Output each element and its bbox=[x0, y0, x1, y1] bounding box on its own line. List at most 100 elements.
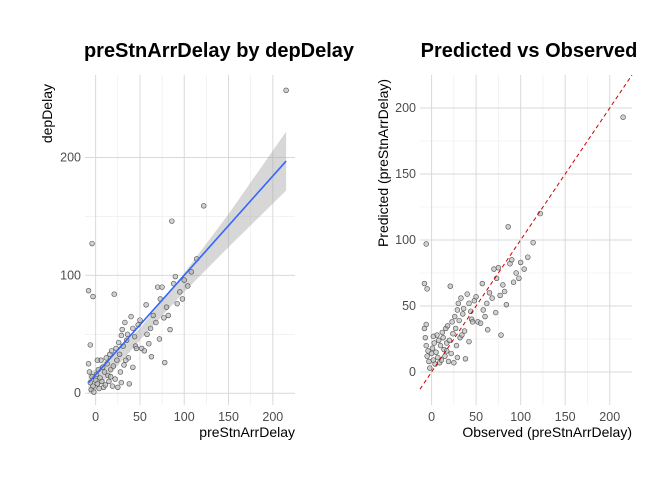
data-point bbox=[90, 293, 96, 300]
data-point bbox=[459, 332, 465, 338]
data-point bbox=[493, 309, 499, 316]
data-point bbox=[430, 333, 437, 340]
data-point bbox=[128, 313, 134, 320]
data-point bbox=[101, 369, 108, 375]
data-point bbox=[439, 329, 445, 336]
left-x-tick-label: 50 bbox=[133, 410, 147, 424]
data-point bbox=[102, 382, 109, 388]
data-point bbox=[497, 292, 503, 299]
data-point bbox=[91, 389, 97, 395]
data-point bbox=[480, 307, 486, 313]
data-point bbox=[115, 384, 121, 391]
data-point bbox=[108, 348, 115, 354]
data-point bbox=[121, 362, 127, 368]
data-point bbox=[462, 356, 469, 362]
data-point bbox=[137, 317, 143, 323]
data-point bbox=[106, 378, 112, 385]
data-point bbox=[86, 369, 93, 375]
right-x-tick-label: 0 bbox=[428, 410, 435, 424]
data-point bbox=[146, 341, 152, 347]
right-reference-line-group bbox=[419, 74, 633, 390]
data-point bbox=[107, 374, 114, 380]
data-point bbox=[484, 327, 491, 333]
data-point bbox=[433, 349, 439, 355]
data-point bbox=[530, 239, 536, 246]
data-point bbox=[456, 317, 462, 324]
left-chart-title: preStnArrDelay by depDelay bbox=[84, 40, 355, 62]
data-point bbox=[510, 279, 517, 285]
data-point bbox=[477, 320, 484, 326]
data-point bbox=[489, 295, 495, 301]
data-point bbox=[447, 283, 453, 289]
regression-line bbox=[87, 160, 287, 384]
data-point bbox=[133, 345, 140, 352]
data-point bbox=[177, 289, 183, 295]
data-point bbox=[482, 313, 488, 320]
data-point bbox=[454, 354, 461, 361]
data-point bbox=[94, 357, 101, 363]
data-point bbox=[440, 334, 446, 341]
data-point bbox=[162, 359, 168, 366]
data-point bbox=[114, 357, 120, 363]
data-point bbox=[124, 331, 131, 337]
data-point bbox=[167, 326, 173, 333]
left-x-ticks: 0 50 100 150 200 bbox=[92, 410, 283, 424]
data-point bbox=[503, 301, 510, 308]
data-point bbox=[150, 312, 156, 319]
left-x-tick-label: 150 bbox=[218, 410, 239, 424]
data-point bbox=[94, 381, 101, 387]
data-point bbox=[466, 338, 472, 345]
data-point bbox=[424, 286, 430, 292]
data-point bbox=[130, 364, 136, 370]
data-point bbox=[110, 363, 117, 369]
data-point bbox=[452, 313, 458, 320]
data-point bbox=[118, 379, 125, 386]
data-point bbox=[421, 280, 428, 287]
data-point bbox=[450, 331, 456, 337]
left-y-tick-label: 200 bbox=[60, 151, 81, 165]
data-point bbox=[464, 291, 470, 297]
data-point bbox=[436, 337, 442, 344]
data-point bbox=[498, 332, 504, 338]
data-point bbox=[143, 302, 149, 308]
data-point bbox=[461, 328, 468, 334]
data-point bbox=[460, 305, 467, 312]
data-point bbox=[444, 323, 451, 329]
data-point bbox=[505, 224, 511, 230]
data-point bbox=[455, 300, 462, 307]
right-y-tick-label: 0 bbox=[409, 365, 416, 379]
data-point bbox=[486, 290, 493, 296]
data-point bbox=[449, 319, 455, 325]
reference-line bbox=[419, 74, 633, 390]
data-point bbox=[428, 350, 435, 357]
data-point bbox=[517, 259, 524, 266]
data-point bbox=[85, 287, 92, 294]
data-point bbox=[144, 331, 150, 337]
data-point bbox=[442, 353, 448, 359]
right-x-tick-label: 100 bbox=[510, 410, 531, 424]
right-x-tick-label: 50 bbox=[469, 410, 483, 424]
data-point bbox=[423, 321, 429, 328]
data-point bbox=[172, 273, 179, 280]
data-point bbox=[422, 334, 429, 341]
left-y-tick-label: 100 bbox=[60, 268, 81, 282]
data-point bbox=[103, 355, 109, 361]
data-point bbox=[126, 381, 133, 387]
data-point bbox=[163, 304, 170, 310]
data-point bbox=[179, 296, 186, 302]
data-point bbox=[123, 357, 129, 363]
data-point bbox=[109, 383, 116, 389]
right-x-ticks: 0 50 100 150 200 bbox=[428, 410, 620, 424]
data-point bbox=[469, 319, 476, 325]
data-point bbox=[525, 254, 531, 260]
data-point bbox=[452, 325, 459, 332]
data-point bbox=[141, 348, 148, 354]
left-confidence-band-group bbox=[88, 131, 287, 394]
data-point bbox=[161, 315, 167, 321]
data-point bbox=[435, 354, 441, 361]
data-point bbox=[201, 203, 207, 209]
left-x-tick-label: 100 bbox=[174, 410, 195, 424]
left-x-axis-label: preStnArrDelay bbox=[199, 424, 295, 440]
data-point bbox=[130, 325, 136, 332]
data-point bbox=[426, 358, 432, 365]
